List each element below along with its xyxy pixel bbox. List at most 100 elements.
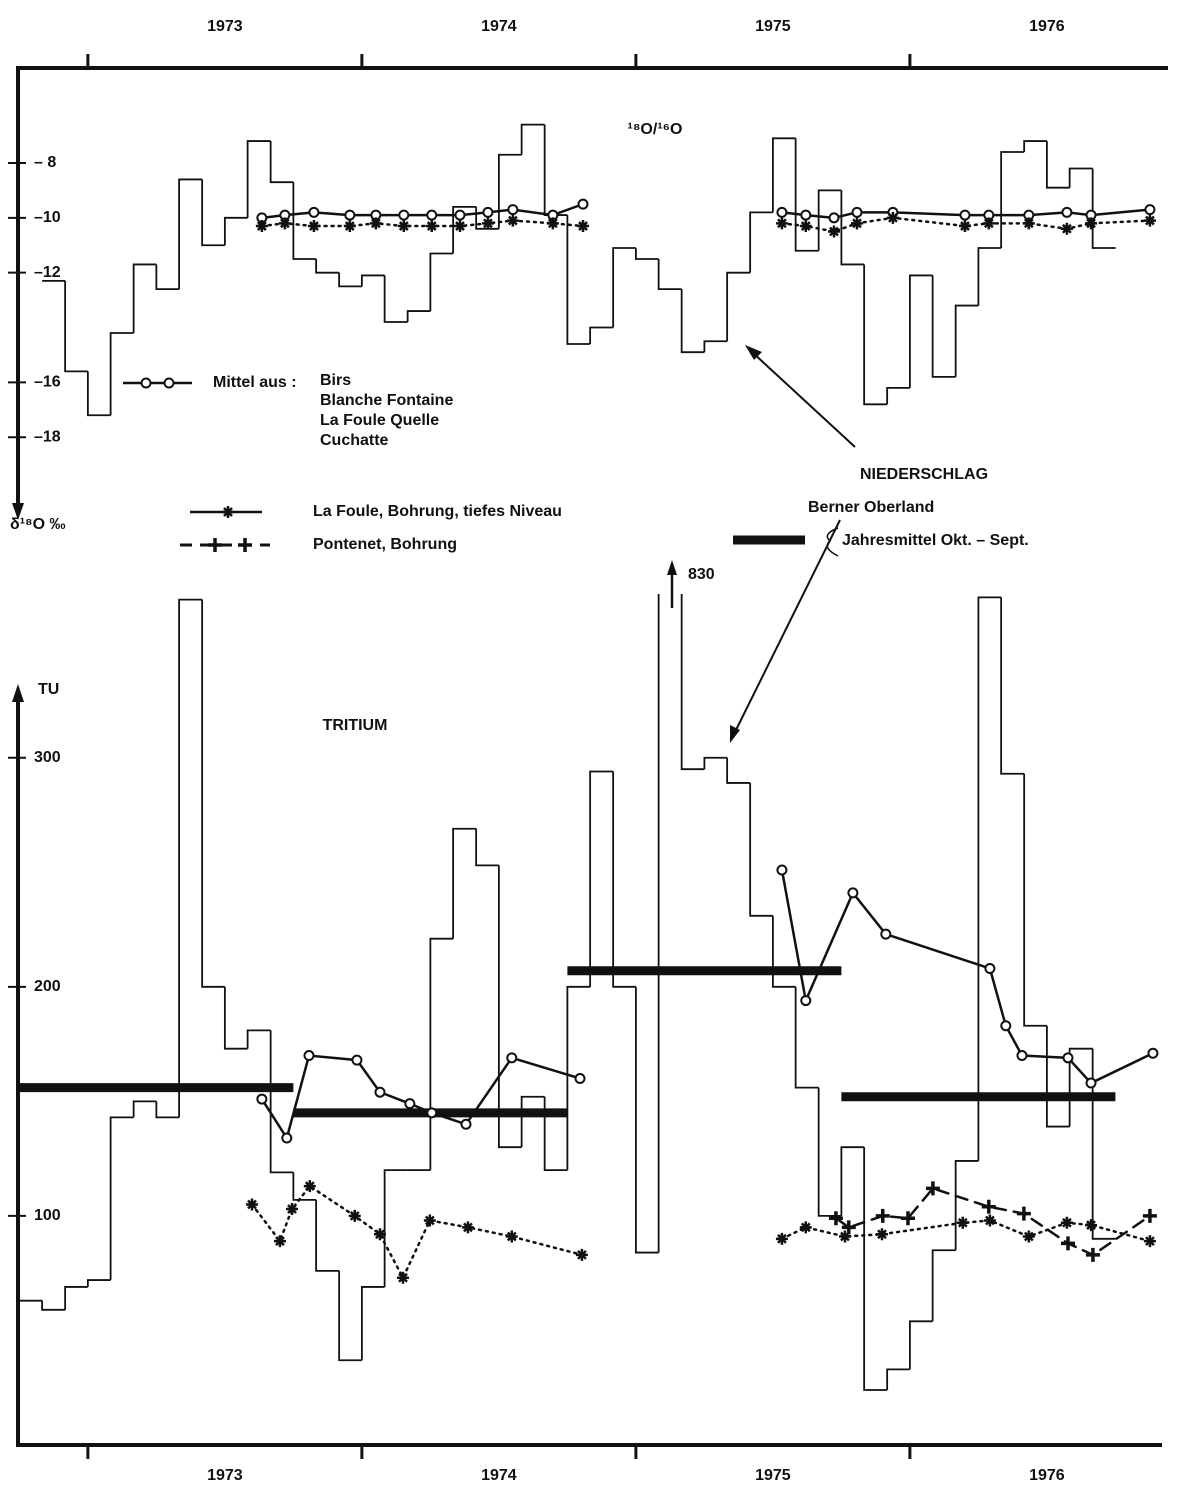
step-segment — [497, 153, 522, 229]
step-segment — [383, 275, 408, 323]
step-segment — [703, 340, 728, 353]
marker-circle — [577, 198, 589, 210]
step-segment — [726, 271, 751, 342]
marker-star — [546, 217, 559, 230]
marker-star — [1022, 1230, 1035, 1243]
marker-circle — [574, 1072, 586, 1084]
step-segment — [315, 258, 340, 274]
marker-star — [1060, 1216, 1073, 1229]
step-segment — [201, 179, 225, 247]
marker-circle — [506, 1052, 518, 1064]
y-axis-label: δ¹⁸O ‰ — [10, 516, 65, 533]
step-segment — [64, 1286, 88, 1310]
legend-sample-jahresmittel — [733, 527, 839, 557]
x-tick-label: 1973 — [207, 18, 243, 35]
marker-star — [875, 1228, 888, 1241]
marker-star — [303, 1180, 316, 1193]
marker-plus — [828, 1211, 843, 1226]
step-segment — [360, 274, 385, 287]
marker-circle — [1000, 1020, 1012, 1032]
marker-circle — [426, 209, 438, 221]
step-segment — [954, 304, 979, 377]
marker-star — [273, 1235, 286, 1248]
step-segment — [749, 211, 773, 273]
step-segment — [406, 310, 431, 323]
x-tick-label: 1976 — [1029, 1467, 1065, 1484]
step-segment — [109, 1116, 134, 1281]
marker-star — [286, 1203, 299, 1216]
marker-circle — [303, 1050, 315, 1062]
step-segment — [1091, 168, 1116, 249]
step-segment — [977, 596, 1002, 1161]
x-tick-label: 1973 — [207, 1467, 243, 1484]
marker-circle — [851, 206, 863, 218]
step-segment — [338, 1270, 362, 1362]
step-segment — [657, 258, 682, 291]
marker-plus — [1142, 1208, 1157, 1223]
marker-star — [369, 217, 382, 230]
plot-area — [42, 123, 1156, 417]
marker-star — [307, 220, 320, 233]
marker-star — [1060, 222, 1073, 235]
y-tick-label: 100 — [34, 1207, 61, 1224]
step-segment — [543, 124, 568, 216]
step-segment — [954, 1160, 979, 1251]
step-segment — [292, 182, 317, 260]
series-line — [250, 1184, 1152, 1281]
step-segment — [64, 280, 88, 373]
step-segment — [383, 1169, 408, 1287]
marker-star — [1085, 1219, 1098, 1232]
step-segment — [908, 274, 933, 388]
marker-circle — [1085, 1077, 1097, 1089]
step-segment — [680, 594, 705, 771]
step-segment — [269, 141, 294, 184]
step-segment — [269, 1030, 294, 1174]
step-segment — [612, 771, 636, 988]
x-tick-label: 1975 — [755, 18, 791, 35]
step-segment — [1091, 1048, 1116, 1240]
step-segment — [886, 386, 910, 405]
legend-sample-lafoule — [190, 506, 262, 518]
marker-circle — [1147, 1047, 1159, 1059]
marker-star — [255, 220, 268, 233]
step-segment — [589, 770, 614, 987]
marker-plus — [900, 1211, 915, 1226]
marker-circle — [880, 928, 892, 940]
step-segment — [178, 598, 203, 1118]
step-segment — [1000, 597, 1025, 775]
step-segment — [566, 215, 591, 345]
step-segment — [726, 757, 751, 784]
marker-star — [575, 1248, 588, 1261]
x-tick-label: 1974 — [481, 1467, 517, 1484]
marker-star — [397, 220, 410, 233]
marker-circle — [507, 204, 519, 216]
step-segment — [931, 275, 956, 378]
chart-title: ¹⁸O/¹⁶O — [628, 121, 683, 138]
step-segment — [908, 1320, 933, 1370]
marker-star — [577, 220, 590, 233]
marker-circle — [847, 887, 859, 899]
step-segment — [863, 1147, 888, 1391]
step-segment — [657, 594, 660, 1253]
step-segment — [703, 756, 728, 770]
marker-plus — [1016, 1206, 1031, 1221]
marker-circle — [404, 1098, 416, 1110]
marker-circle — [776, 864, 788, 876]
step-segment — [886, 1368, 910, 1391]
step-segment — [1000, 151, 1025, 248]
marker-star — [481, 217, 494, 230]
x-tick-label: 1976 — [1029, 18, 1065, 35]
series-line — [260, 202, 1152, 220]
marker-plus — [1061, 1236, 1075, 1251]
legend-label: Mittel aus : — [213, 374, 297, 391]
y-tick-label: – 8 — [34, 154, 56, 171]
step-segment — [132, 263, 157, 334]
series-line — [260, 868, 1155, 1142]
marker-circle — [1016, 1050, 1028, 1062]
marker-star — [982, 217, 995, 230]
step-segment — [977, 247, 1002, 306]
marker-star — [1022, 217, 1035, 230]
marker-circle — [351, 1054, 363, 1066]
step-segment — [360, 1286, 385, 1361]
